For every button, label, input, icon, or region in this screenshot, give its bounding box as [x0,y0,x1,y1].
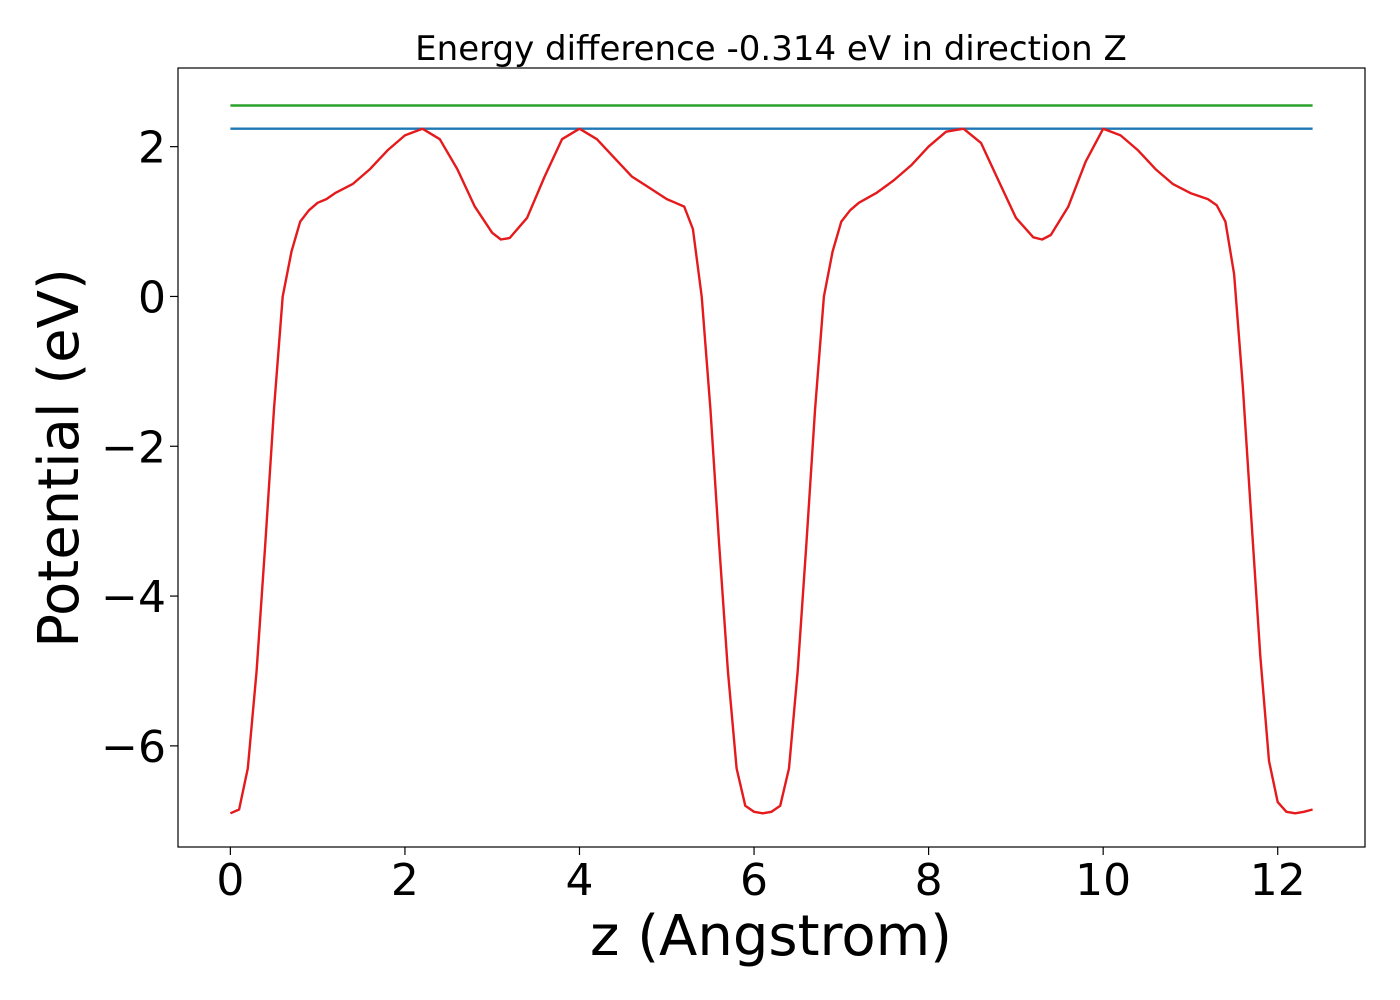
y-tick-label: −6 [101,722,166,773]
x-axis-label: z (Angstrom) [590,904,952,969]
plot-frame [177,67,1366,848]
series-line-potential [229,127,1313,815]
y-tick-label: 0 [138,272,166,323]
x-tick-label: 0 [216,855,244,906]
x-tick-label: 6 [740,855,768,906]
chart-title: Energy difference -0.314 eV in direction… [415,29,1127,69]
x-tick-label: 10 [1075,855,1131,906]
y-tick-label: −2 [101,422,166,473]
x-tick-label: 12 [1250,855,1306,906]
y-axis-ticks: −6 −4 −2 0 2 [101,123,178,773]
y-tick-label: 2 [138,123,166,174]
x-tick-label: 8 [915,855,943,906]
y-tick-label: −4 [101,572,166,623]
x-tick-label: 2 [391,855,419,906]
x-axis-ticks: 0 2 4 6 8 10 12 [216,847,1306,906]
y-axis-label: Potential (eV) [27,268,92,648]
series-layer [229,104,1313,815]
x-tick-label: 4 [565,855,593,906]
